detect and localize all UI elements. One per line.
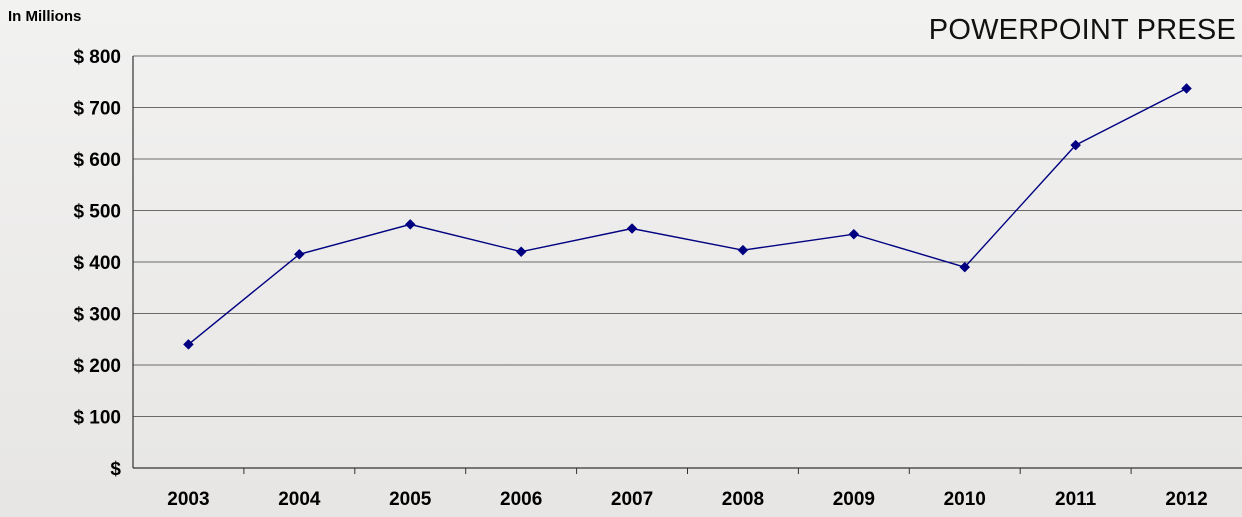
data-point — [848, 228, 860, 240]
y-tick-label: $ 800 — [73, 47, 121, 68]
x-tick-label: 2011 — [1055, 489, 1097, 510]
unit-label: In Millions — [8, 8, 82, 25]
data-point — [515, 246, 527, 258]
series-line — [188, 87, 1187, 345]
data-point — [959, 261, 971, 273]
x-tick-label: 2008 — [722, 489, 764, 510]
y-tick-label: $ 700 — [73, 99, 121, 120]
x-tick-label: 2005 — [389, 489, 432, 510]
x-tick-label: 2012 — [1165, 489, 1207, 510]
data-point — [183, 339, 194, 350]
y-tick-label: $ — [110, 459, 121, 480]
data-point — [737, 244, 749, 256]
x-tick-label: 2004 — [278, 489, 321, 510]
y-tick-label: $ 500 — [73, 202, 121, 223]
y-tick-label: $ 300 — [73, 305, 121, 326]
y-tick-label: $ 100 — [73, 408, 121, 429]
x-tick-label: 2007 — [611, 489, 653, 510]
data-point — [1070, 139, 1082, 151]
y-tick-label: $ 600 — [73, 150, 121, 171]
x-tick-label: 2009 — [833, 489, 875, 510]
data-point — [626, 223, 638, 234]
data-point — [1181, 83, 1192, 94]
y-tick-label: $ 200 — [73, 356, 121, 377]
x-tick-label: 2006 — [500, 489, 542, 510]
x-tick-label: 2010 — [944, 489, 986, 510]
data-point — [404, 219, 416, 230]
x-tick-label: 2003 — [167, 489, 209, 510]
data-point — [293, 248, 305, 260]
y-tick-label: $ 400 — [73, 253, 121, 274]
header-text: POWERPOINT PRESE — [928, 14, 1236, 46]
